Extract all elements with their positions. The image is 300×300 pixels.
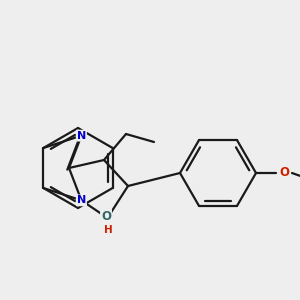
Text: H: H bbox=[103, 225, 112, 235]
Text: O: O bbox=[101, 209, 111, 223]
Text: O: O bbox=[279, 167, 289, 179]
Text: N: N bbox=[77, 130, 86, 141]
Text: N: N bbox=[77, 195, 86, 206]
